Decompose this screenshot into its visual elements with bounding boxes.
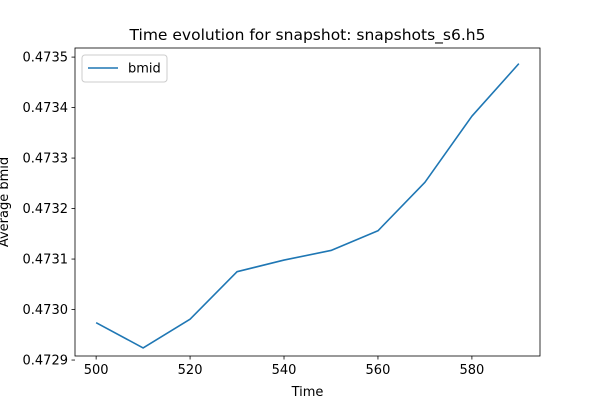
series-layer xyxy=(95,63,520,349)
y-tick-label: 0.4729 xyxy=(23,354,69,369)
y-tick-label: 0.4734 xyxy=(23,101,69,116)
y-tick-label: 0.4730 xyxy=(23,303,69,318)
legend-box xyxy=(81,54,168,83)
y-tick-labels: 0.4729 0.4730 0.4731 0.4732 0.4733 0.4734 0.47… xyxy=(23,51,69,369)
x-tick-label: 560 xyxy=(366,363,391,378)
x-axis-label: Time xyxy=(291,385,324,400)
tick-marks xyxy=(71,56,473,361)
y-tick-label: 0.4732 xyxy=(23,202,69,217)
chart-title: Time evolution for snapshot: snapshots_s… xyxy=(129,26,486,45)
y-tick-label: 0.4733 xyxy=(23,152,69,167)
x-tick-label: 520 xyxy=(178,363,203,378)
plot-frame xyxy=(74,47,541,357)
y-axis-label: Average bmid xyxy=(0,157,12,247)
series-line-bmid xyxy=(95,63,520,349)
x-tick-label: 500 xyxy=(84,363,109,378)
legend-label-bmid: bmid xyxy=(128,62,161,77)
x-tick-label: 580 xyxy=(459,363,484,378)
y-tick-label: 0.4735 xyxy=(23,51,69,66)
legend: bmid xyxy=(81,54,168,83)
x-tick-labels: 500 520 540 560 580 xyxy=(84,363,485,378)
y-tick-label: 0.4731 xyxy=(23,253,69,268)
plot-background xyxy=(75,48,540,356)
x-tick-label: 540 xyxy=(272,363,297,378)
